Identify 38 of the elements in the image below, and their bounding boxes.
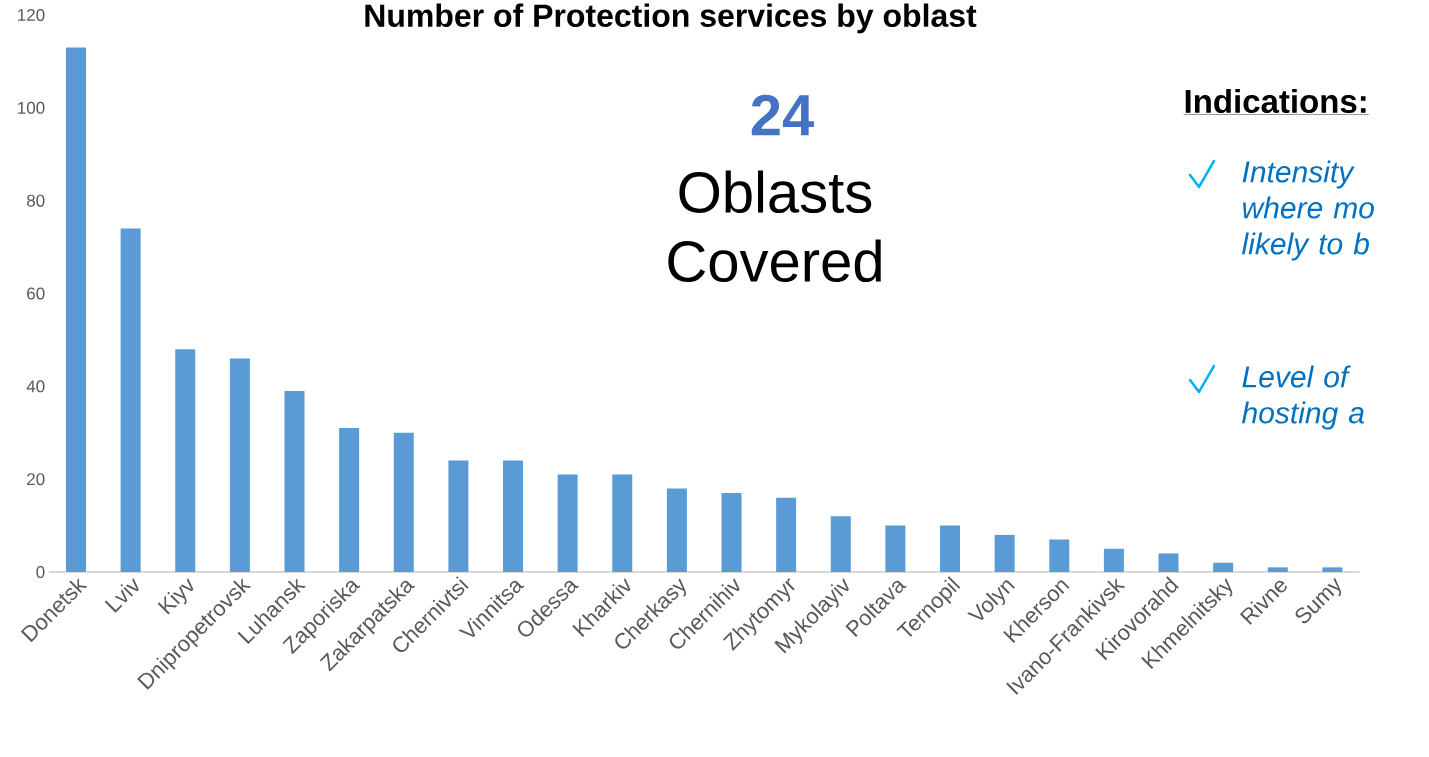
y-tick-label: 100 (18, 101, 45, 114)
bar (721, 493, 742, 572)
bar (940, 525, 961, 572)
bar (666, 488, 687, 572)
bar (776, 497, 797, 572)
annotation: Indications: (1185, 88, 1366, 114)
y-tick-label: 120 (18, 8, 45, 22)
y-tick-label: 80 (26, 194, 45, 207)
y-tick-label: 20 (27, 473, 45, 486)
bar (120, 228, 141, 572)
bar (448, 460, 469, 572)
annotation: 24 (751, 94, 814, 136)
bar (612, 474, 633, 572)
annotation: Level of hosting a (1242, 365, 1364, 430)
annotation: Intensity where mo likely to b (1242, 160, 1374, 261)
bar (994, 534, 1015, 572)
bar (830, 516, 851, 572)
bar (1213, 562, 1234, 572)
bar (557, 474, 578, 572)
y-tick-label: 0 (36, 565, 45, 579)
annotation: Oblasts Covered (668, 170, 881, 283)
bar (66, 47, 86, 572)
chart-title: Number of Protection services by oblast (365, 3, 977, 34)
bar (229, 358, 250, 572)
bar (175, 349, 196, 572)
bar (1049, 539, 1070, 572)
x-tick-label: Lviv (104, 578, 139, 613)
bar (339, 428, 360, 572)
y-tick-label: 60 (27, 287, 45, 300)
bar (1267, 567, 1288, 572)
bar (503, 460, 524, 572)
bar (1103, 548, 1124, 572)
bar (393, 432, 414, 572)
y-tick-label: 40 (26, 380, 45, 393)
bar (1158, 553, 1179, 572)
bar (284, 390, 305, 572)
bar (1322, 567, 1343, 572)
bar (885, 525, 906, 572)
